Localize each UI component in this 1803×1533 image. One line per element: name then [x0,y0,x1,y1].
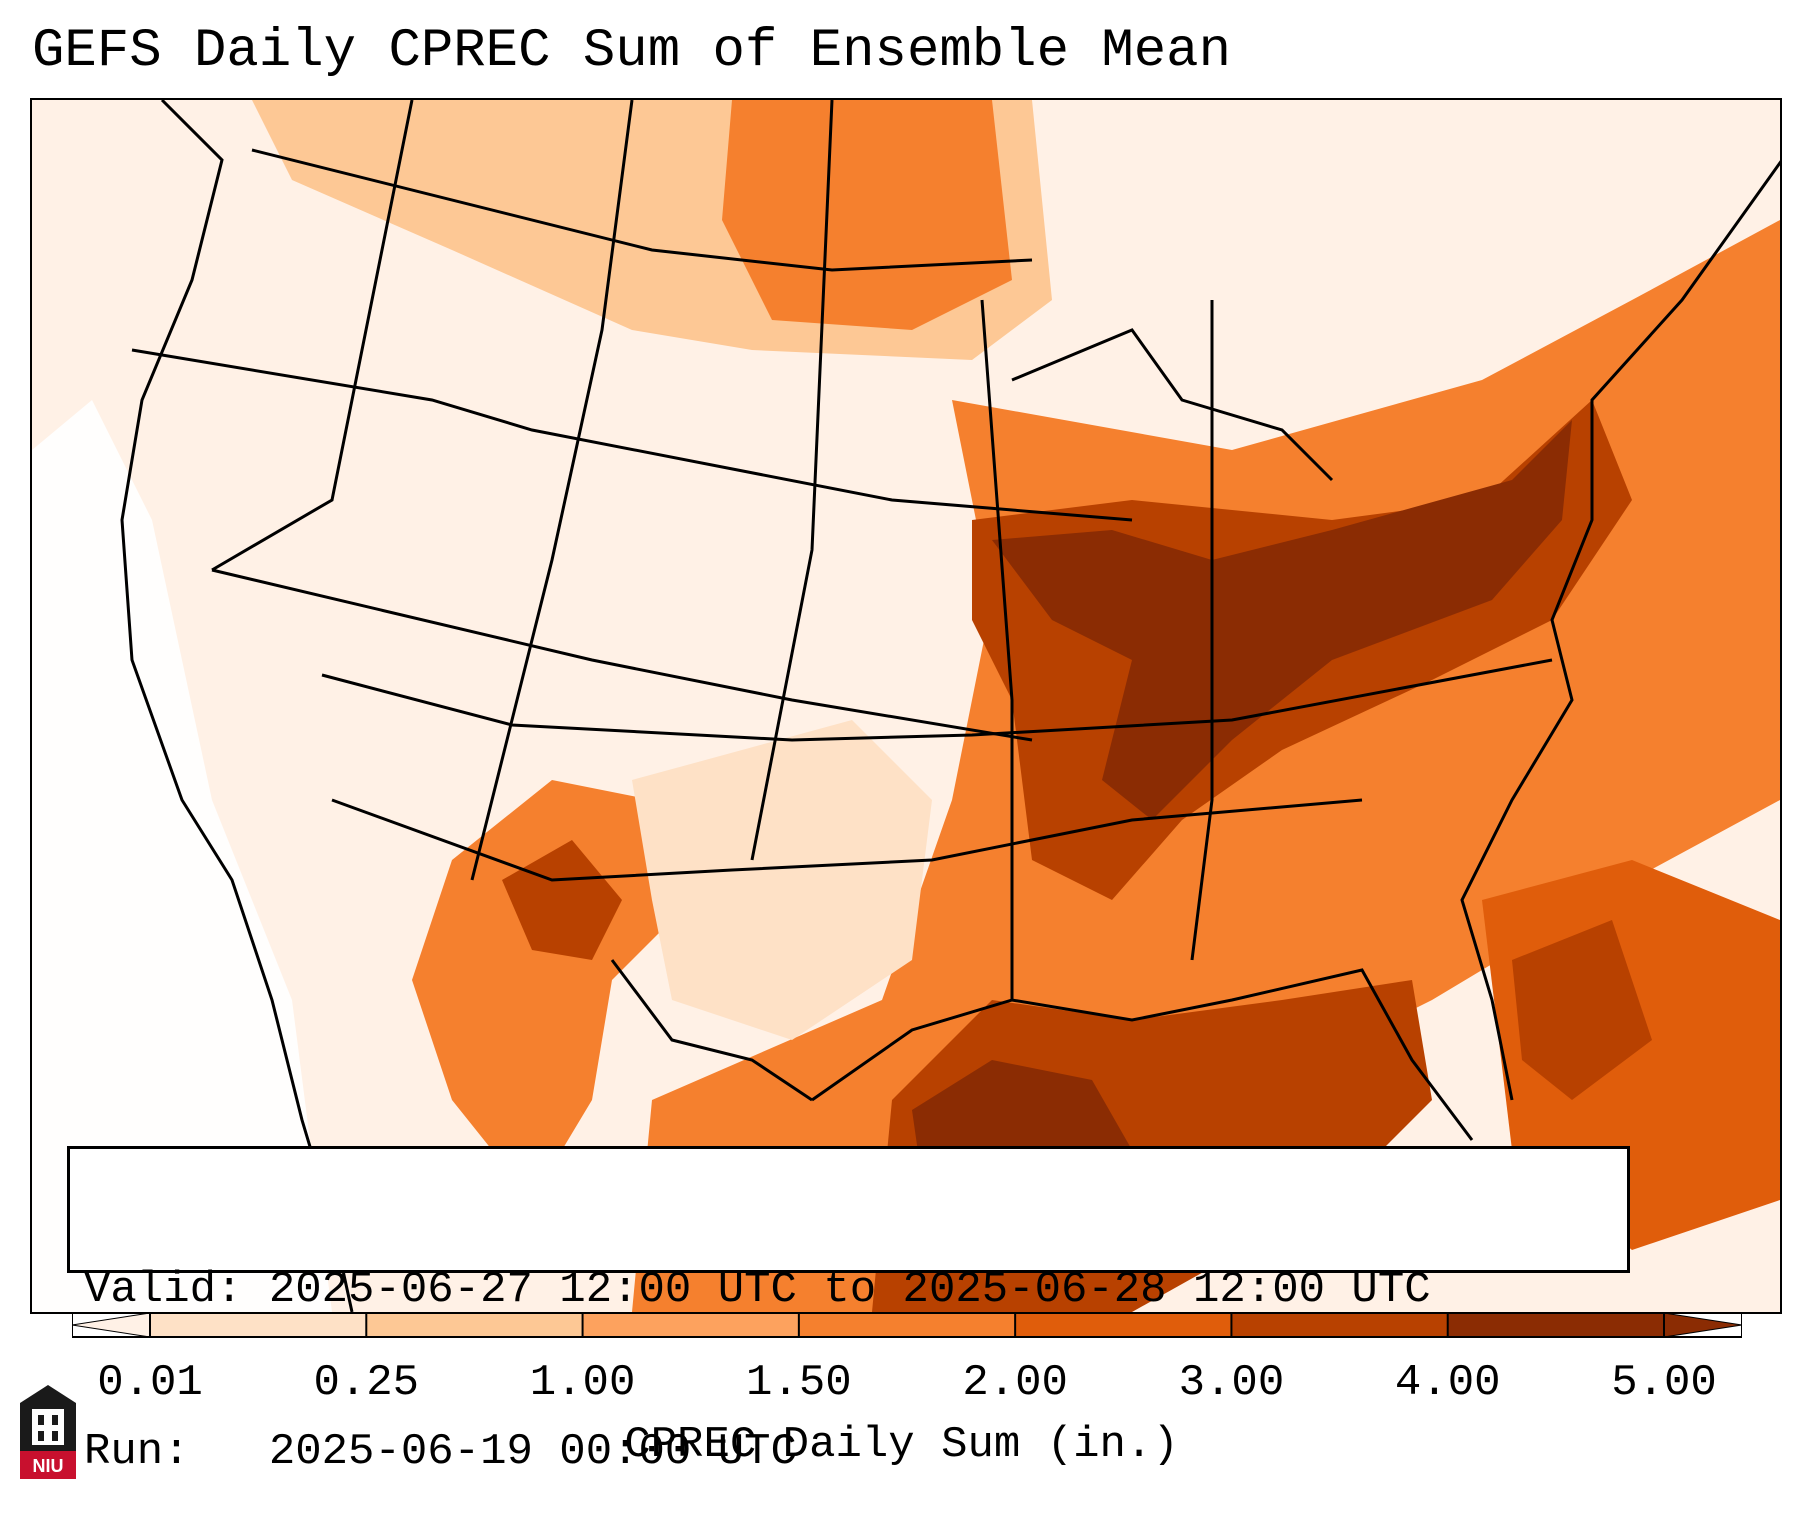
southwest-precip [412,780,692,1200]
us-canada-border [251,148,1033,272]
colorbar-tick-label: 4.00 [1394,1358,1501,1408]
run-label: Run: [84,1427,190,1477]
southern-state-line [331,798,1363,882]
north-dakota-precip [722,100,1012,330]
mid-latitude-state-line [321,658,1553,742]
run-value: 2025-06-19 00:00 UTC [268,1427,797,1477]
northern-state-line [131,348,1133,522]
boundary-lines [120,100,1780,1312]
new-mexico-precip-core [502,840,622,960]
east-coastline [1460,160,1780,1101]
pacific-dry-area [32,400,332,1312]
central-state-line [211,568,1033,742]
colorbar-tick-label: 5.00 [1611,1358,1717,1408]
great-lakes-outline [1011,328,1334,482]
valid-value: 2025-06-27 12:00 UTC to 2025-06-28 12:00… [268,1265,1431,1315]
colorbar [72,1313,1742,1338]
gulf-coastline [811,968,1474,1141]
colorbar-tick-label: 0.25 [313,1358,420,1408]
heaviest-precip-core [992,420,1572,820]
valid-line: Valid: 2025-06-27 12:00 UTC to 2025-06-2… [84,1263,1613,1317]
western-interior-line [211,100,414,572]
niu-logo-icon: NIU [20,1385,76,1479]
map-svg [32,100,1780,1312]
eastern-state-line [1190,300,1214,961]
colorbar-segments [150,1313,1665,1337]
colorbar-label: CPREC Daily Sum (in.) [624,1420,1179,1470]
colorbar-outline [72,1313,1742,1338]
colorbar-tick-label: 1.50 [746,1358,852,1408]
colorbar-extend-high [1663,1313,1742,1338]
logo-banner [20,1451,76,1479]
colorbar-tick-label: 0.01 [97,1358,203,1408]
colorbar-extend-low [72,1313,151,1338]
atlantic-precip-core [1512,920,1652,1100]
run-line: Run: 2025-06-19 00:00 UTC [84,1425,1613,1479]
colorbar-tick-label: 2.00 [962,1358,1068,1408]
logo-text: NIU [33,1456,64,1476]
chart-title: GEFS Daily CPREC Sum of Ensemble Mean [32,21,1231,82]
colorbar-ticks [149,1313,1665,1337]
colorbar-tick-label: 1.00 [529,1358,636,1408]
plains-state-line [750,100,834,861]
colorbar-tick-label: 3.00 [1178,1358,1285,1408]
mississippi-line [980,299,1014,1000]
colorbar-segment [1447,1313,1665,1337]
colorbar-segment [366,1313,584,1337]
colorbar-segment [150,1313,367,1337]
texas-mexico-border [610,959,813,1102]
rockies-state-line [470,100,634,881]
valid-label: Valid: [84,1265,243,1315]
logo-building [32,1409,64,1445]
colorbar-segment [1015,1313,1232,1337]
valid-run-info-box: Valid: 2025-06-27 12:00 UTC to 2025-06-2… [67,1146,1630,1477]
colorbar-segment [798,1313,1016,1337]
colorbar-segment [1231,1313,1449,1337]
west-coastline [120,100,354,1312]
texas-light-precip [632,720,932,1040]
precipitation-map [30,98,1782,1314]
colorbar-segment [582,1313,800,1337]
